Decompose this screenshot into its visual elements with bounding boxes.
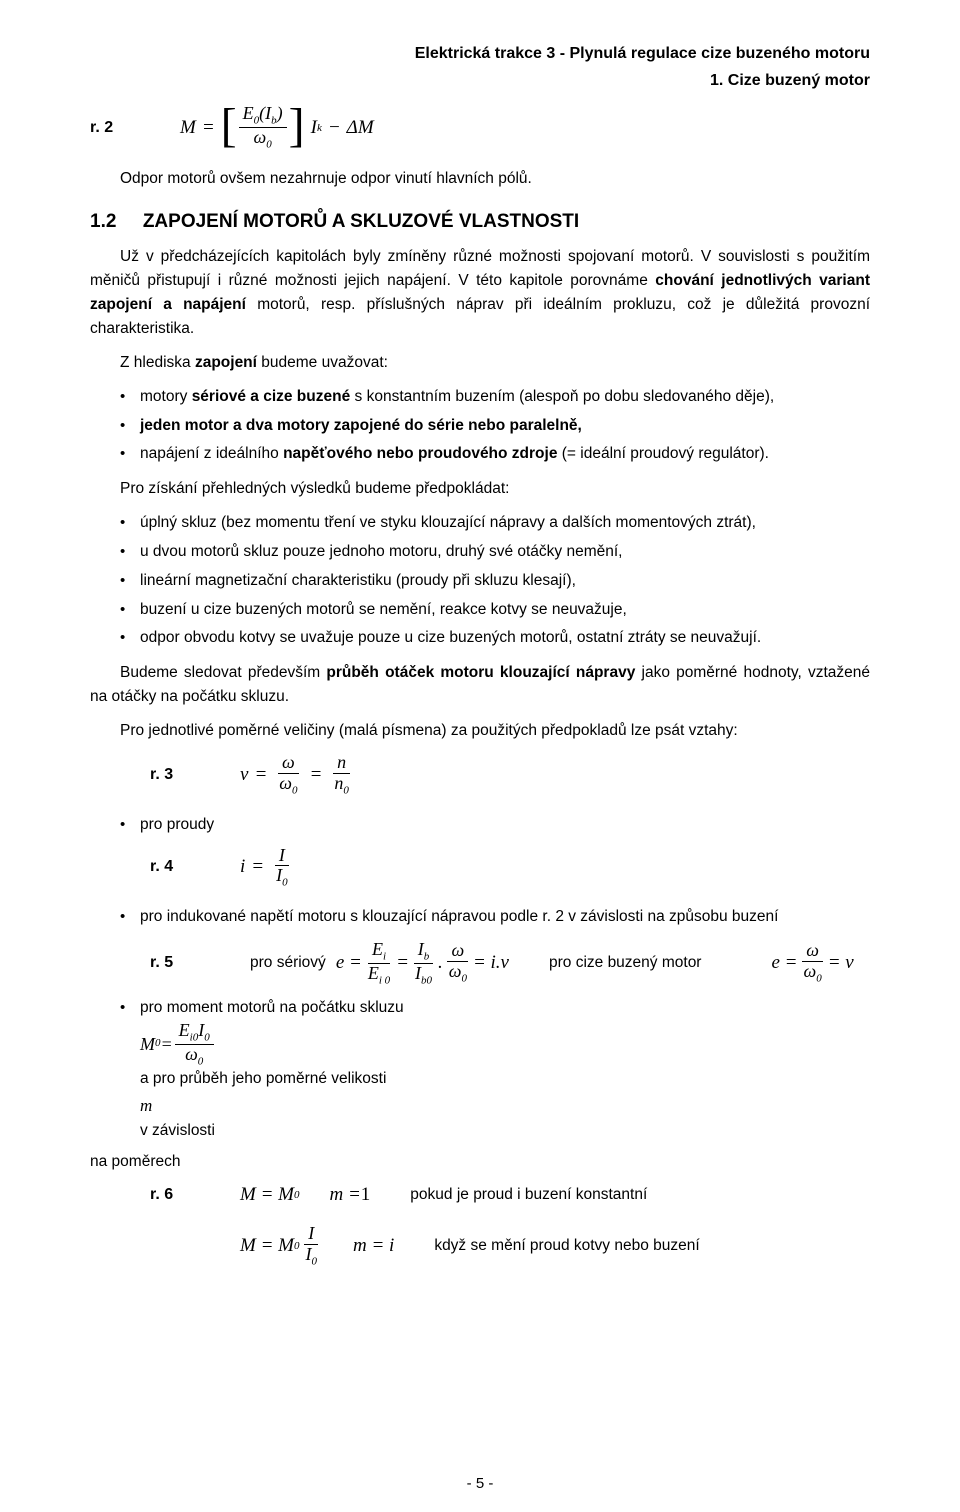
r6-txt1: pokud je proud i buzení konstantní — [410, 1186, 647, 1204]
p5a: Budeme sledovat především — [120, 664, 326, 681]
eq-M0: M0 = Ei0I0ω0 — [140, 1021, 870, 1067]
para-vztahy: Pro jednotlivé poměrné veličiny (malá pí… — [90, 719, 870, 743]
list-item: lineární magnetizační charakteristiku (p… — [90, 569, 870, 594]
eq-r6a-1: M = M0 — [240, 1184, 299, 1206]
para-sledovat: Budeme sledovat především průběh otáček … — [90, 661, 870, 709]
eq-r5-series: e = EiEi 0 = IbIb0 . ωω0 = i.ν — [336, 940, 509, 986]
page-number: - 5 - — [0, 1475, 960, 1492]
bullet-list-5: pro moment motorů na počátku skluzu M0 =… — [90, 996, 870, 1144]
header-line-2: 1. Cize buzený motor — [90, 67, 870, 94]
li1-b: sériové a cize buzené — [192, 388, 351, 405]
list-item: motory sériové a cize buzené s konstantn… — [90, 385, 870, 410]
list-item: pro moment motorů na počátku skluzu M0 =… — [90, 996, 870, 1144]
equation-r6-a: r. 6 M = M0 m = 1 pokud je proud i buzen… — [150, 1184, 870, 1206]
eq-label-r6: r. 6 — [150, 1186, 190, 1204]
section-num: 1.2 — [90, 211, 116, 232]
eq-r6a-2: m = 1 — [329, 1184, 370, 1206]
eq-r6b-2: m = i — [353, 1235, 394, 1257]
li3-a: napájení z ideálního — [140, 445, 283, 462]
li3-b: napěťového nebo proudového zdroje — [283, 445, 557, 462]
bl5c: v závislosti — [140, 1122, 215, 1139]
r5-cize-label: pro cize buzený motor — [549, 954, 702, 972]
li3-c: (= ideální proudový regulátor). — [557, 445, 769, 462]
eq-label-r2: r. 2 — [90, 119, 130, 137]
page-header: Elektrická trakce 3 - Plynulá regulace c… — [90, 40, 870, 94]
list-item: jeden motor a dva motory zapojené do sér… — [90, 414, 870, 439]
para-odpor: Odpor motorů ovšem nezahrnuje odpor vinu… — [90, 167, 870, 191]
eq-label-r4: r. 4 — [150, 858, 190, 876]
bullet-list-1: motory sériové a cize buzené s konstantn… — [90, 385, 870, 467]
eq-r6b-1: M = M0 II0 — [240, 1224, 323, 1267]
list-item: úplný skluz (bez momentu tření ve styku … — [90, 511, 870, 536]
list-item: napájení z ideálního napěťového nebo pro… — [90, 442, 870, 467]
section-heading: 1.2 ZAPOJENÍ MOTORŮ A SKLUZOVÉ VLASTNOST… — [90, 211, 870, 233]
eq-label-r3: r. 3 — [150, 766, 190, 784]
equation-r3: r. 3 ν= ωω0 = nn0 — [150, 753, 870, 796]
var-m: m — [140, 1092, 870, 1119]
li2: jeden motor a dva motory zapojené do sér… — [140, 417, 582, 434]
para-intro: Už v předcházejících kapitolách byly zmí… — [90, 245, 870, 341]
para-zapojeni-a: Z hlediska — [120, 354, 195, 371]
eq-label-r5: r. 5 — [150, 954, 190, 972]
para-zapojeni-b: zapojení — [195, 354, 257, 371]
list-item: buzení u cize buzených motorů se nemění,… — [90, 598, 870, 623]
p5b: průběh otáček motoru klouzající nápravy — [326, 664, 635, 681]
para-predpoklady: Pro získání přehledných výsledků budeme … — [90, 477, 870, 501]
para-zapojeni-c: budeme uvažovat: — [257, 354, 388, 371]
r5-series-label: pro sériový — [250, 954, 326, 972]
li1-a: motory — [140, 388, 192, 405]
list-item: pro proudy — [90, 813, 870, 838]
equation-r5: r. 5 pro sériový e = EiEi 0 = IbIb0 . ωω… — [150, 940, 870, 986]
header-line-1: Elektrická trakce 3 - Plynulá regulace c… — [90, 40, 870, 67]
para-zapojeni: Z hlediska zapojení budeme uvažovat: — [90, 351, 870, 375]
eq-r4-expr: i= II0 — [240, 846, 294, 889]
bullet-list-3: pro proudy — [90, 813, 870, 838]
eq-r2-expr: M= [ E0(Ib) ω0 ] Ik−ΔM — [180, 104, 374, 150]
equation-r2: r. 2 M= [ E0(Ib) ω0 ] Ik−ΔM — [90, 104, 870, 150]
eq-label-r6-empty — [150, 1237, 190, 1255]
bl5b: a pro průběh jeho poměrné velikosti — [140, 1070, 386, 1087]
list-item: odpor obvodu kotvy se uvažuje pouze u ci… — [90, 626, 870, 651]
bullet-list-2: úplný skluz (bez momentu tření ve styku … — [90, 511, 870, 651]
eq-r3-expr: ν= ωω0 = nn0 — [240, 753, 355, 796]
para-pomerech: na poměrech — [90, 1150, 870, 1174]
r6-txt2: když se mění proud kotvy nebo buzení — [434, 1237, 699, 1255]
list-item: u dvou motorů skluz pouze jednoho motoru… — [90, 540, 870, 565]
equation-r4: r. 4 i= II0 — [150, 846, 870, 889]
section-title: ZAPOJENÍ MOTORŮ A SKLUZOVÉ VLASTNOSTI — [143, 211, 579, 232]
list-item: pro indukované napětí motoru s klouzajíc… — [90, 905, 870, 930]
equation-r6-b: M = M0 II0 m = i když se mění proud kotv… — [150, 1224, 870, 1267]
bullet-list-4: pro indukované napětí motoru s klouzajíc… — [90, 905, 870, 930]
eq-r5-cize: e = ωω0 = ν — [771, 941, 853, 984]
bl5a: pro moment motorů na počátku skluzu — [140, 999, 404, 1016]
li1-c: s konstantním buzením (alespoň po dobu s… — [350, 388, 774, 405]
